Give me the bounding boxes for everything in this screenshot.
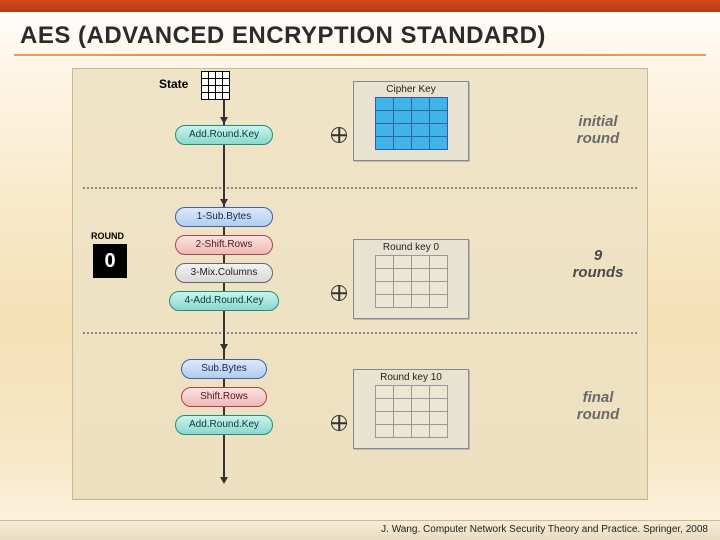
pill-add-round-key: Add.Round.Key — [175, 125, 273, 145]
arrow-1 — [220, 117, 228, 124]
arrow-4 — [220, 477, 228, 484]
round-key-10-grid — [354, 385, 468, 438]
separator-2 — [83, 332, 637, 334]
xor-rk0 — [331, 285, 347, 301]
round-badge: 0 — [93, 244, 127, 278]
round-key-10-box: Round key 10 — [353, 369, 469, 449]
cipher-key-box: Cipher Key — [353, 81, 469, 161]
slide-title: AES (ADVANCED ENCRYPTION STANDARD) — [0, 12, 720, 52]
pill-sub-bytes-1: 1-Sub.Bytes — [175, 207, 273, 227]
phase-initial-1: initial — [578, 113, 617, 130]
aes-diagram: State Add.Round.Key ROUND 0 1-Sub.Bytes … — [72, 68, 648, 500]
round-label: ROUND — [91, 231, 124, 241]
phase-initial: initial round — [563, 113, 633, 148]
slide-top-bar — [0, 0, 720, 12]
separator-1 — [83, 187, 637, 189]
xor-cipher — [331, 127, 347, 143]
slide-footer: J. Wang. Computer Network Security Theor… — [0, 520, 720, 540]
phase-nine: 9 rounds — [563, 247, 633, 282]
xor-rk10 — [331, 415, 347, 431]
pill-shift-rows-2: 2-Shift.Rows — [175, 235, 273, 255]
phase-final-1: final — [583, 389, 614, 406]
phase-final-2: round — [577, 406, 620, 423]
title-underline — [14, 54, 706, 56]
state-label: State — [159, 77, 188, 91]
round-key-0-title: Round key 0 — [354, 240, 468, 255]
round-key-0-box: Round key 0 — [353, 239, 469, 319]
pill-add-round-key-f: Add.Round.Key — [175, 415, 273, 435]
cipher-key-title: Cipher Key — [354, 82, 468, 97]
phase-initial-2: round — [577, 130, 620, 147]
phase-final: final round — [563, 389, 633, 424]
phase-nine-2: rounds — [573, 264, 624, 281]
round-key-0-grid — [354, 255, 468, 308]
pill-mix-columns-3: 3-Mix.Columns — [175, 263, 273, 283]
round-key-10-title: Round key 10 — [354, 370, 468, 385]
cipher-key-grid — [354, 97, 468, 150]
arrow-2 — [220, 199, 228, 206]
state-grid-icon — [201, 71, 230, 100]
arrow-3 — [220, 344, 228, 351]
phase-nine-1: 9 — [594, 247, 602, 264]
pill-shift-rows-f: Shift.Rows — [181, 387, 267, 407]
pill-sub-bytes-f: Sub.Bytes — [181, 359, 267, 379]
pill-add-round-key-4: 4-Add.Round.Key — [169, 291, 279, 311]
